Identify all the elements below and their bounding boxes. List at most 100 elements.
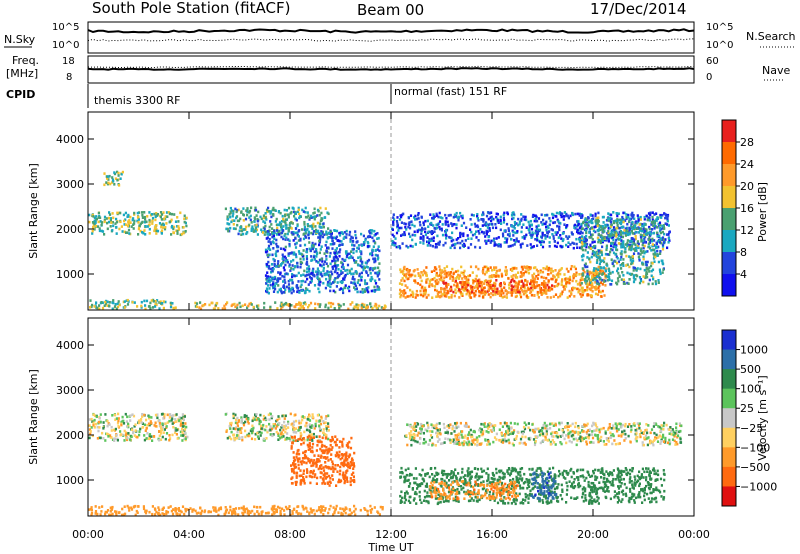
echo-cell (588, 287, 591, 291)
echo-cell (613, 234, 616, 237)
echo-cell (540, 275, 543, 279)
echo-cell (363, 279, 367, 282)
echo-cell (642, 257, 645, 261)
echo-cell (626, 281, 629, 285)
echo-cell (529, 291, 532, 294)
echo-cell (349, 271, 352, 275)
echo-cell (578, 273, 581, 276)
echo-cell (261, 231, 265, 234)
echo-cell (449, 213, 452, 217)
echo-cell (268, 237, 271, 241)
echo-cell (459, 235, 462, 239)
echo-cell (301, 254, 304, 258)
echo-cell (160, 229, 164, 232)
echo-cell (267, 267, 270, 270)
echo-cell (645, 266, 648, 270)
echo-cell (548, 288, 551, 292)
echo-cell (273, 259, 276, 262)
echo-cell (605, 219, 609, 222)
echo-cell (437, 281, 440, 284)
echo-cell (182, 231, 185, 234)
echo-cell (402, 212, 405, 216)
echo-cell (232, 412, 235, 416)
echo-cell (642, 224, 645, 228)
echo-cell (426, 219, 429, 223)
echo-cell (460, 271, 463, 274)
echo-cell (597, 229, 600, 233)
echo-cell (630, 247, 633, 250)
echo-cell (592, 269, 595, 272)
echo-cell (256, 225, 259, 228)
nsearch-label: N.Search (746, 30, 796, 43)
echo-cell (151, 219, 154, 223)
echo-cell (257, 304, 260, 307)
echo-cell (399, 270, 402, 274)
echo-cell (363, 303, 366, 307)
echo-cell (338, 454, 341, 457)
echo-cell (534, 217, 537, 220)
echo-cell (302, 441, 305, 445)
echo-cell (615, 212, 618, 215)
echo-cell (133, 222, 136, 225)
echo-cell (551, 233, 554, 236)
echo-cell (517, 223, 520, 227)
echo-cell (170, 419, 173, 422)
echo-cell (594, 272, 597, 276)
echo-cell (97, 216, 100, 219)
echo-cell (297, 463, 300, 467)
echo-cell (614, 253, 617, 256)
echo-cell (436, 292, 439, 296)
echo-cell (528, 229, 531, 232)
echo-cell (153, 212, 156, 216)
echo-cell (441, 293, 444, 296)
echo-cell (504, 266, 507, 269)
echo-cell (308, 444, 311, 448)
echo-cell (277, 271, 280, 274)
echo-cell (449, 277, 452, 280)
echo-cell (606, 275, 609, 279)
echo-cell (302, 451, 305, 455)
echo-cell (513, 220, 516, 224)
echo-cell (396, 224, 399, 228)
echo-cell (601, 245, 604, 249)
echo-cell (175, 420, 178, 423)
echo-cell (366, 235, 370, 239)
echo-cell (405, 228, 408, 231)
echo-cell (318, 290, 321, 294)
echo-cell (183, 214, 186, 218)
echo-cell (303, 225, 306, 229)
echo-cell (365, 270, 368, 273)
echo-cell (232, 209, 235, 213)
echo-cell (662, 268, 665, 271)
echo-cell (312, 267, 315, 271)
echo-cell (305, 228, 308, 231)
echo-cell (469, 284, 472, 288)
echo-cell (436, 242, 439, 246)
echo-cell (435, 282, 438, 285)
echo-cell (616, 218, 619, 221)
echo-cell (101, 230, 105, 233)
echo-cell (647, 238, 651, 242)
echo-cell (600, 295, 603, 298)
echo-cell (520, 285, 523, 288)
echo-cell (442, 243, 445, 247)
echo-cell (110, 425, 113, 429)
echo-cell (295, 476, 298, 479)
echo-cell (318, 243, 321, 247)
echo-cell (161, 412, 164, 416)
echo-cell (311, 446, 314, 449)
echo-cell (356, 307, 359, 310)
echo-cell (166, 215, 169, 218)
echo-cell (305, 287, 308, 290)
echo-cell (613, 228, 616, 232)
echo-cell (511, 286, 514, 289)
echo-cell (173, 429, 177, 432)
echo-cell (112, 224, 115, 228)
echo-cell (371, 307, 374, 310)
echo-cell (341, 443, 344, 446)
echo-cell (657, 222, 660, 226)
echo-cell (601, 289, 604, 293)
echo-cell (459, 290, 462, 294)
echo-cell (331, 462, 334, 466)
echo-cell (612, 238, 615, 242)
